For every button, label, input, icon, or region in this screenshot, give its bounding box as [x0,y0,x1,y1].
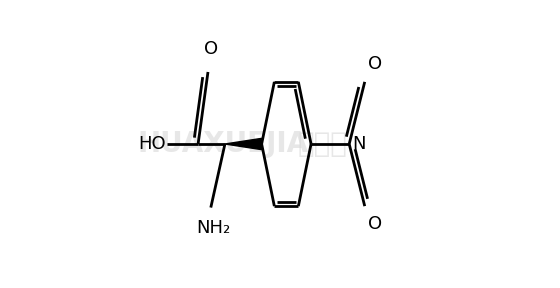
Text: HO: HO [138,135,166,153]
Text: N: N [353,135,366,153]
Text: O: O [367,55,382,73]
Text: NH₂: NH₂ [197,219,231,237]
Text: 化学加: 化学加 [297,130,347,158]
Text: O: O [367,215,382,233]
Text: HUAXUEJIA: HUAXUEJIA [138,130,309,158]
Polygon shape [225,138,262,150]
Text: O: O [204,40,218,58]
